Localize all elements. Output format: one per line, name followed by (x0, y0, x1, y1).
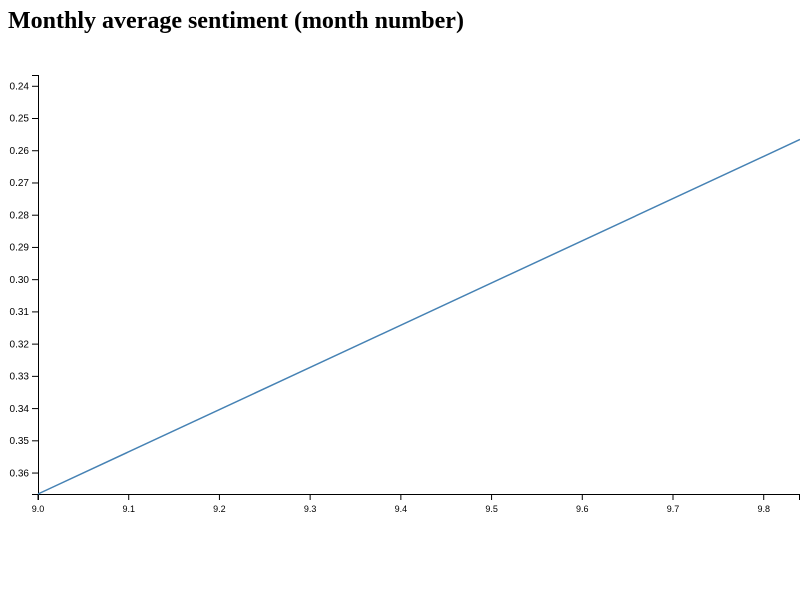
x-tick-label: 9.2 (213, 504, 226, 514)
y-tick-label: 0.27 (10, 178, 30, 189)
y-tick-label: 0.31 (10, 307, 30, 318)
x-tick-label: 9.0 (32, 504, 45, 514)
y-tick-label: 0.32 (10, 339, 30, 350)
y-tick-label: 0.35 (10, 436, 30, 447)
y-axis-line (32, 75, 39, 495)
x-tick-label: 9.5 (485, 504, 498, 514)
y-tick-label: 0.24 (10, 81, 30, 92)
x-axis: 9.0 9.1 9.2 9.3 9.4 9.5 9.6 9.7 9.8 (32, 494, 800, 514)
y-tick-label: 0.30 (10, 275, 30, 286)
series-line (37, 138, 800, 495)
y-tick-label: 0.28 (10, 210, 30, 221)
y-tick-label: 0.29 (10, 243, 30, 254)
y-axis: 0.24 0.25 0.26 0.27 0.28 0.29 0.30 0.31 0.32 0.33… (10, 75, 39, 495)
x-tick-label: 9.7 (667, 504, 680, 514)
x-tick-label: 9.4 (395, 504, 408, 514)
y-tick-label: 0.26 (10, 146, 30, 157)
y-tick-label: 0.34 (10, 404, 30, 415)
x-tick-label: 9.3 (304, 504, 317, 514)
x-tick-label: 9.6 (576, 504, 589, 514)
chart-title: Monthly average sentiment (month number) (8, 8, 464, 34)
x-axis-line (38, 494, 800, 500)
y-tick-label: 0.33 (10, 372, 30, 383)
x-tick-label: 9.8 (757, 504, 770, 514)
plot-area (37, 138, 800, 495)
x-tick-label: 9.1 (122, 504, 135, 514)
y-tick-label: 0.36 (10, 468, 30, 479)
y-tick-label: 0.25 (10, 114, 30, 125)
